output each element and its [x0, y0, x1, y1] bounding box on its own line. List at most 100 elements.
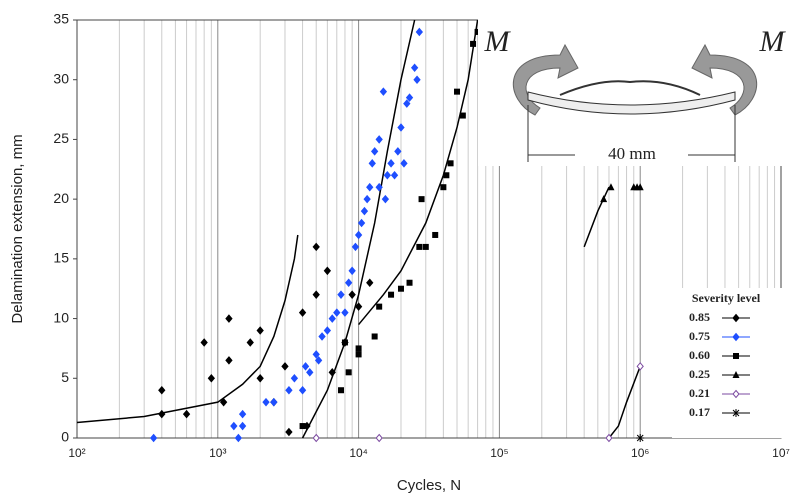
marker — [333, 308, 341, 317]
marker — [354, 302, 363, 311]
y-tick-label: 5 — [61, 369, 69, 385]
marker — [234, 433, 243, 443]
marker — [732, 332, 740, 342]
marker — [363, 194, 371, 204]
marker — [225, 314, 233, 323]
marker — [371, 333, 378, 340]
marker — [368, 159, 376, 168]
marker — [397, 285, 404, 292]
marker — [415, 27, 423, 37]
marker — [443, 172, 450, 179]
x-tick-label: 10⁷ — [772, 446, 790, 460]
y-tick-label: 25 — [53, 130, 69, 146]
marker — [375, 433, 383, 443]
marker — [345, 278, 353, 288]
marker — [285, 385, 293, 395]
marker — [348, 266, 356, 276]
span-label: 40 mm — [608, 144, 656, 163]
fit-curve — [358, 19, 479, 326]
marker — [314, 356, 323, 365]
moment-label: M — [759, 25, 787, 58]
marker — [256, 374, 264, 383]
marker — [474, 28, 481, 35]
marker — [290, 374, 299, 383]
marker — [416, 243, 423, 250]
marker — [246, 338, 254, 347]
marker — [256, 326, 264, 335]
marker — [403, 99, 411, 108]
y-tick-label: 35 — [53, 11, 69, 27]
marker — [366, 278, 374, 288]
y-tick-label: 20 — [53, 190, 69, 206]
x-tick-label: 10⁴ — [349, 446, 368, 460]
marker — [397, 123, 405, 132]
marker — [422, 243, 429, 250]
marker — [447, 160, 454, 167]
marker — [318, 332, 326, 341]
marker — [238, 409, 247, 419]
marker — [357, 218, 366, 228]
marker — [328, 314, 336, 323]
inset: M M 40 mm — [478, 18, 790, 166]
marker — [323, 266, 332, 276]
y-tick-label: 30 — [53, 70, 69, 86]
marker — [312, 242, 320, 252]
x-tick-label: 10² — [68, 446, 85, 460]
marker — [410, 63, 419, 73]
marker — [158, 409, 166, 419]
marker — [299, 423, 306, 430]
marker — [459, 112, 466, 119]
marker — [312, 350, 320, 359]
marker — [207, 374, 216, 383]
marker — [337, 290, 345, 299]
marker — [285, 427, 293, 437]
marker — [262, 397, 270, 407]
marker — [312, 433, 320, 443]
marker — [636, 362, 644, 371]
y-tick-label: 10 — [53, 309, 69, 325]
marker — [323, 326, 332, 335]
marker — [732, 389, 740, 399]
marker — [306, 368, 314, 377]
marker — [351, 242, 360, 252]
delamination — [559, 80, 701, 96]
moment-arrow — [512, 43, 579, 116]
legend-label: 0.60 — [689, 348, 710, 362]
marker — [182, 409, 191, 419]
fit-curve — [301, 19, 416, 439]
marker — [732, 371, 740, 378]
marker — [383, 170, 391, 180]
legend-label: 0.75 — [689, 329, 710, 343]
marker — [406, 279, 413, 286]
marker — [281, 362, 289, 371]
marker — [348, 290, 356, 299]
marker — [405, 93, 414, 102]
marker — [149, 433, 158, 443]
marker — [225, 356, 233, 365]
marker — [298, 385, 307, 395]
marks — [76, 19, 645, 443]
legend-label: 0.25 — [689, 367, 710, 381]
fit-curve — [608, 366, 641, 439]
marker — [354, 230, 363, 240]
marker — [387, 159, 395, 168]
y-tick-label: 0 — [61, 429, 69, 445]
marker — [413, 75, 421, 84]
marker — [388, 291, 395, 298]
marker — [270, 397, 278, 407]
specimen — [527, 91, 736, 115]
marker — [400, 159, 408, 168]
marker — [390, 170, 399, 180]
marker — [366, 182, 374, 192]
marker — [230, 421, 238, 431]
marker — [607, 183, 615, 191]
marker — [312, 290, 320, 299]
marker — [301, 362, 310, 371]
marker — [418, 196, 425, 203]
marker — [394, 147, 402, 156]
x-tick-label: 10⁶ — [631, 446, 649, 460]
marker — [636, 434, 645, 442]
marker — [341, 308, 349, 317]
marker — [341, 339, 348, 346]
